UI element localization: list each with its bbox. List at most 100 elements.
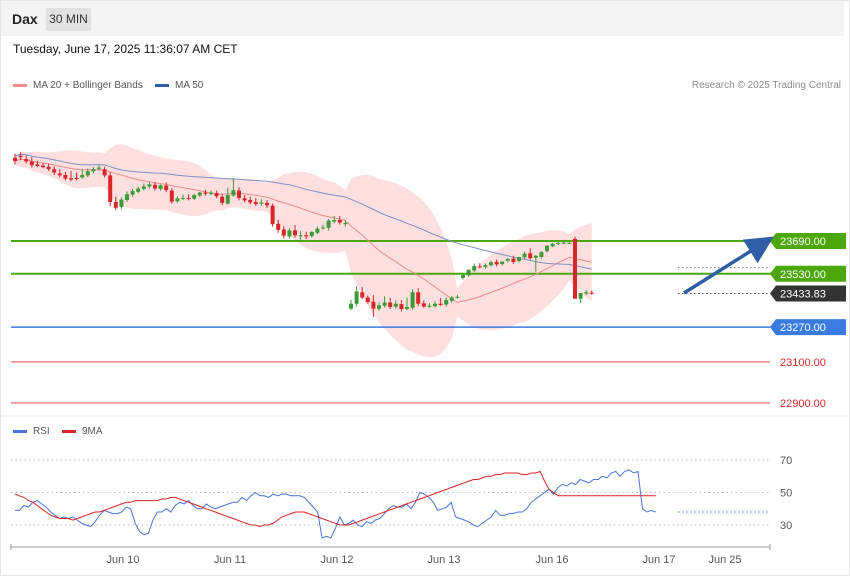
rsi-tick-label: 30 bbox=[780, 520, 792, 532]
symbol-title: Dax bbox=[12, 11, 38, 27]
candle-body bbox=[410, 292, 415, 308]
candle-body bbox=[589, 292, 594, 294]
candle-body bbox=[354, 291, 359, 304]
candle-body bbox=[365, 297, 370, 303]
candle-body bbox=[147, 184, 152, 187]
candle-body bbox=[203, 192, 208, 194]
candle-body bbox=[584, 292, 589, 294]
candle-body bbox=[309, 231, 314, 237]
x-tick-label: Jun 11 bbox=[214, 554, 246, 566]
candle-body bbox=[337, 220, 342, 223]
candle-body bbox=[46, 166, 51, 170]
candle-body bbox=[192, 195, 197, 199]
candle-body bbox=[438, 303, 443, 305]
legend-rsi: RSI bbox=[13, 426, 50, 437]
legend-ma50-label: MA 50 bbox=[175, 80, 204, 91]
candle-body bbox=[209, 192, 213, 194]
top-bar: Dax 30 MIN bbox=[1, 1, 844, 36]
candle-body bbox=[259, 202, 264, 204]
x-tick-label: Jun 25 bbox=[708, 554, 741, 566]
candle-body bbox=[433, 303, 437, 307]
candle-body bbox=[52, 169, 57, 173]
candle-body bbox=[164, 185, 169, 191]
candle-body bbox=[360, 292, 365, 298]
candle-body bbox=[253, 202, 258, 205]
candle-body bbox=[517, 256, 521, 262]
candle-body bbox=[326, 220, 331, 228]
research-credit: Research © 2025 Trading Central bbox=[691, 80, 841, 91]
candle-body bbox=[472, 265, 477, 271]
candle-body bbox=[567, 243, 572, 245]
candle-body bbox=[91, 169, 96, 172]
candle-body bbox=[388, 302, 393, 307]
rsi-panel: 30 50 70 bbox=[1, 415, 849, 539]
ma50-line bbox=[14, 153, 592, 270]
candle-body bbox=[231, 190, 236, 196]
support-1-label: 23270.00 bbox=[780, 322, 826, 334]
ma50-swatch bbox=[155, 84, 169, 87]
rsi-line bbox=[15, 469, 656, 539]
x-tick-label: Jun 13 bbox=[427, 554, 460, 566]
candle-body bbox=[304, 235, 309, 237]
candle-body bbox=[371, 301, 376, 309]
support-3-label: 22900.00 bbox=[780, 398, 826, 410]
candle-body bbox=[18, 155, 23, 158]
resistance-1-label: 23530.00 bbox=[780, 269, 826, 281]
candle-body bbox=[399, 304, 404, 310]
candle-body bbox=[343, 222, 348, 225]
rsi-ma-swatch bbox=[62, 430, 76, 433]
candle-body bbox=[449, 297, 454, 301]
candle-body bbox=[242, 198, 247, 201]
candle-body bbox=[505, 259, 510, 261]
candle-body bbox=[533, 255, 538, 258]
candle-body bbox=[130, 190, 135, 195]
candle-body bbox=[225, 195, 230, 204]
candle-body bbox=[85, 171, 90, 176]
candle-body bbox=[545, 245, 549, 252]
candle-body bbox=[561, 242, 566, 244]
price-levels: 23690.00 23530.00 23433.83 23270.00 23100.00… bbox=[11, 232, 846, 410]
candle-body bbox=[220, 196, 225, 203]
candle-body bbox=[578, 293, 583, 299]
candle-body bbox=[108, 175, 113, 203]
candle-body bbox=[141, 186, 146, 189]
candle-body bbox=[421, 303, 426, 307]
candle-body bbox=[416, 292, 421, 304]
candle-body bbox=[63, 174, 68, 179]
candle-body bbox=[136, 188, 141, 192]
candles bbox=[13, 152, 774, 317]
candle-body bbox=[13, 157, 17, 162]
candle-body bbox=[69, 178, 73, 180]
legend-rsi-label: RSI bbox=[33, 426, 50, 437]
candle-body bbox=[444, 300, 449, 305]
candle-body bbox=[483, 265, 488, 267]
candle-body bbox=[270, 205, 275, 225]
resistance-2-label-bg bbox=[770, 232, 846, 249]
candle-body bbox=[293, 230, 297, 236]
candle-body bbox=[321, 227, 325, 229]
candle-body bbox=[197, 192, 202, 196]
candle-body bbox=[265, 202, 269, 206]
time-axis: Jun 10 Jun 11 Jun 12 Jun 13 Jun 16 Jun 17 Jun … bbox=[10, 544, 771, 566]
candle-body bbox=[29, 161, 34, 166]
candle-body bbox=[24, 158, 29, 162]
ma20-swatch bbox=[13, 84, 27, 87]
rsi-ma-line bbox=[14, 470, 656, 528]
candle-body bbox=[74, 177, 79, 180]
ma20-line bbox=[14, 158, 592, 304]
candle-body bbox=[214, 193, 219, 197]
candle-body bbox=[276, 223, 281, 230]
last-price-label-bg bbox=[770, 285, 846, 302]
bollinger-band-area bbox=[15, 144, 592, 358]
support-1-label-bg bbox=[770, 319, 846, 336]
x-tick-label: Jun 10 bbox=[106, 554, 139, 566]
timeframe-button[interactable]: 30 MIN bbox=[46, 8, 91, 31]
candle-body bbox=[237, 190, 241, 198]
candle-body bbox=[455, 296, 460, 298]
candle-body bbox=[298, 235, 303, 237]
candle-body bbox=[175, 198, 180, 202]
legend-rsi-ma-label: 9MA bbox=[82, 426, 103, 437]
candle-body bbox=[528, 253, 533, 259]
legend-rsi-ma: 9MA bbox=[62, 426, 103, 437]
